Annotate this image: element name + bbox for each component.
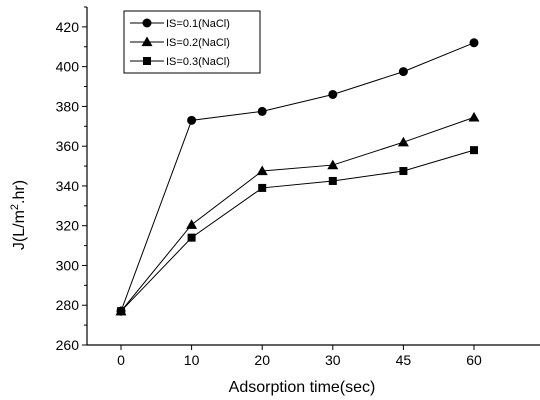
y-axis-title-suffix: .hr) <box>11 180 28 204</box>
y-tick-label: 320 <box>56 218 80 234</box>
data-point-triangle <box>468 111 480 122</box>
data-point-triangle <box>397 136 409 147</box>
data-point-square <box>399 167 408 176</box>
x-tick-label: 20 <box>254 352 270 368</box>
x-tick-label: 45 <box>396 352 412 368</box>
legend-label: IS=0.1(NaCl) <box>166 18 230 30</box>
legend: IS=0.1(NaCl) IS=0.2(NaCl) IS=0.3(NaCl) <box>123 10 261 74</box>
legend-marker-circle <box>142 18 152 28</box>
data-point-triangle <box>327 159 339 170</box>
legend-marker-triangle <box>141 36 153 47</box>
series-line-square <box>120 149 475 312</box>
data-point-circle <box>469 38 479 48</box>
y-tick-label: 380 <box>56 98 80 114</box>
y-tick-label: 340 <box>56 178 80 194</box>
data-point-circle <box>328 89 338 99</box>
y-tick-label: 420 <box>56 19 80 35</box>
data-point-square <box>117 307 125 316</box>
x-tick-label: 10 <box>184 352 200 368</box>
y-tick-label: 300 <box>56 257 80 273</box>
data-point-triangle <box>186 219 198 229</box>
axes-layer: 260 280 300 320 340 360 380 400 420 0 10 20 30 45 60 <box>56 6 540 368</box>
legend-label: IS=0.2(NaCl) <box>166 37 230 49</box>
x-axis-title: Adsorption time(sec) <box>229 379 376 396</box>
series-line-triangle <box>120 116 475 312</box>
data-point-circle <box>398 67 408 77</box>
x-tick-label: 0 <box>117 352 125 368</box>
y-tick-label: 400 <box>56 59 80 75</box>
data-point-square <box>328 176 337 185</box>
data-point-triangle <box>256 165 268 176</box>
y-tick-label: 260 <box>56 337 80 353</box>
y-tick-label: 280 <box>56 297 80 313</box>
y-axis-title-main: J(L/m <box>11 210 28 250</box>
data-point-circle <box>187 115 197 125</box>
x-tick-label: 60 <box>466 352 482 368</box>
data-point-square <box>258 183 267 192</box>
data-point-square <box>470 146 478 155</box>
legend-label: IS=0.3(NaCl) <box>166 56 230 68</box>
legend-marker-square <box>143 57 151 65</box>
data-point-square <box>187 233 196 242</box>
series-line-circle <box>120 42 475 312</box>
y-tick-label: 360 <box>56 138 80 154</box>
x-tick-label: 30 <box>325 352 341 368</box>
y-axis-title: J(L/m2.hr) <box>9 180 28 250</box>
series-layer <box>115 38 480 316</box>
data-point-circle <box>257 106 267 116</box>
y-axis-title-superscript: 2 <box>9 204 21 210</box>
